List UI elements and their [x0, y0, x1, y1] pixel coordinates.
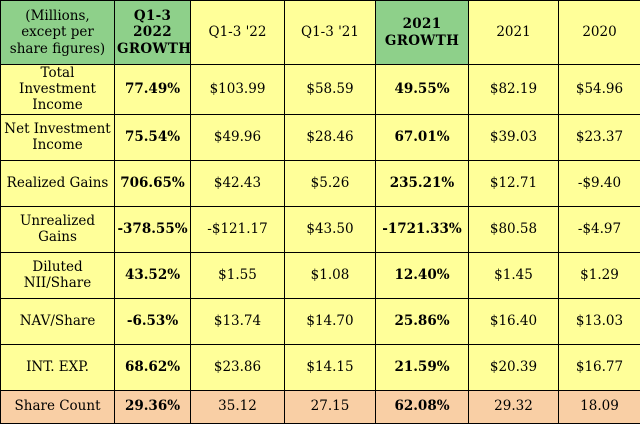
- cell-2020: -$9.40: [559, 160, 640, 206]
- cell-q1-3-2022-growth: 43.52%: [115, 252, 191, 298]
- header-2020: 2020: [559, 1, 640, 65]
- cell-q1-3-22: $23.86: [191, 344, 285, 390]
- cell-q1-3-21: $5.26: [285, 160, 376, 206]
- cell-2021: $82.19: [469, 65, 559, 115]
- header-2021: 2021: [469, 1, 559, 65]
- row-share-count: Share Count 29.36% 35.12 27.15 62.08% 29…: [1, 390, 640, 423]
- row-net-investment-income: Net Investment Income 75.54% $49.96 $28.…: [1, 114, 640, 160]
- cell-2021-growth: 12.40%: [376, 252, 469, 298]
- header-units-label: (Millions, except per share figures): [1, 1, 115, 65]
- cell-2021: $16.40: [469, 298, 559, 344]
- cell-2021-growth: 235.21%: [376, 160, 469, 206]
- cell-q1-3-2022-growth: 68.62%: [115, 344, 191, 390]
- cell-q1-3-22: 35.12: [191, 390, 285, 423]
- cell-q1-3-22: $103.99: [191, 65, 285, 115]
- header-2021-growth: 2021 GROWTH: [376, 1, 469, 65]
- cell-2021-growth: -1721.33%: [376, 206, 469, 252]
- cell-q1-3-22: $1.55: [191, 252, 285, 298]
- cell-q1-3-22: $42.43: [191, 160, 285, 206]
- cell-2021-growth: 62.08%: [376, 390, 469, 423]
- cell-q1-3-2022-growth: 75.54%: [115, 114, 191, 160]
- row-label: Diluted NII/Share: [1, 252, 115, 298]
- cell-q1-3-22: $49.96: [191, 114, 285, 160]
- cell-2021: 29.32: [469, 390, 559, 423]
- row-label: INT. EXP.: [1, 344, 115, 390]
- row-nav-share: NAV/Share -6.53% $13.74 $14.70 25.86% $1…: [1, 298, 640, 344]
- cell-q1-3-2022-growth: 706.65%: [115, 160, 191, 206]
- cell-q1-3-21: $58.59: [285, 65, 376, 115]
- row-diluted-nii-share: Diluted NII/Share 43.52% $1.55 $1.08 12.…: [1, 252, 640, 298]
- cell-2020: $16.77: [559, 344, 640, 390]
- cell-q1-3-22: -$121.17: [191, 206, 285, 252]
- header-q1-3-22: Q1-3 '22: [191, 1, 285, 65]
- row-unrealized-gains: Unrealized Gains -378.55% -$121.17 $43.5…: [1, 206, 640, 252]
- row-label: Realized Gains: [1, 160, 115, 206]
- cell-2020: $54.96: [559, 65, 640, 115]
- cell-q1-3-21: $14.15: [285, 344, 376, 390]
- cell-q1-3-21: $1.08: [285, 252, 376, 298]
- cell-2020: 18.09: [559, 390, 640, 423]
- cell-2021: $80.58: [469, 206, 559, 252]
- row-label: Total Investment Income: [1, 65, 115, 115]
- row-label: NAV/Share: [1, 298, 115, 344]
- cell-q1-3-2022-growth: -6.53%: [115, 298, 191, 344]
- row-label: Share Count: [1, 390, 115, 423]
- cell-2021: $39.03: [469, 114, 559, 160]
- cell-2021-growth: 49.55%: [376, 65, 469, 115]
- cell-q1-3-22: $13.74: [191, 298, 285, 344]
- header-q1-3-21: Q1-3 '21: [285, 1, 376, 65]
- cell-2021: $12.71: [469, 160, 559, 206]
- row-int-exp: INT. EXP. 68.62% $23.86 $14.15 21.59% $2…: [1, 344, 640, 390]
- cell-q1-3-21: 27.15: [285, 390, 376, 423]
- cell-2021: $1.45: [469, 252, 559, 298]
- row-total-investment-income: Total Investment Income 77.49% $103.99 $…: [1, 65, 640, 115]
- cell-2021: $20.39: [469, 344, 559, 390]
- header-q1-3-2022-growth: Q1-3 2022 GROWTH: [115, 1, 191, 65]
- cell-2020: $13.03: [559, 298, 640, 344]
- cell-q1-3-2022-growth: -378.55%: [115, 206, 191, 252]
- cell-2020: $23.37: [559, 114, 640, 160]
- cell-2021-growth: 67.01%: [376, 114, 469, 160]
- row-label: Net Investment Income: [1, 114, 115, 160]
- cell-q1-3-21: $14.70: [285, 298, 376, 344]
- cell-q1-3-21: $43.50: [285, 206, 376, 252]
- row-label: Unrealized Gains: [1, 206, 115, 252]
- cell-2020: -$4.97: [559, 206, 640, 252]
- header-row: (Millions, except per share figures) Q1-…: [1, 1, 640, 65]
- cell-2021-growth: 21.59%: [376, 344, 469, 390]
- cell-q1-3-21: $28.46: [285, 114, 376, 160]
- cell-q1-3-2022-growth: 77.49%: [115, 65, 191, 115]
- cell-2020: $1.29: [559, 252, 640, 298]
- row-realized-gains: Realized Gains 706.65% $42.43 $5.26 235.…: [1, 160, 640, 206]
- cell-2021-growth: 25.86%: [376, 298, 469, 344]
- cell-q1-3-2022-growth: 29.36%: [115, 390, 191, 423]
